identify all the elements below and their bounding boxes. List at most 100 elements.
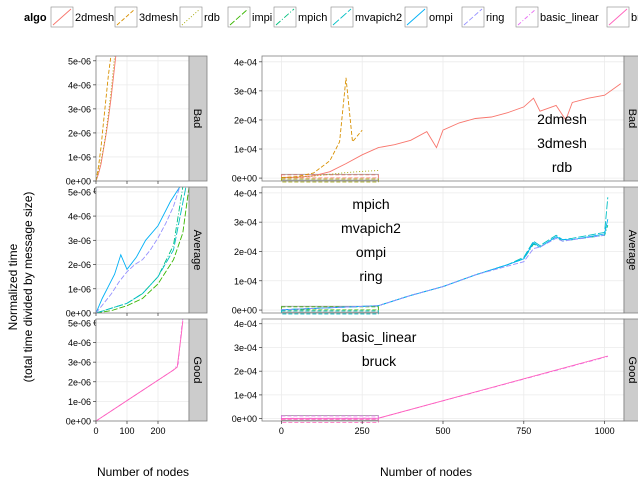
x-tick-label: 0 (279, 426, 284, 436)
legend-label: mvapich2 (355, 12, 402, 24)
legend-item-ompi: ompi (404, 6, 453, 28)
legend-key-line (116, 8, 136, 26)
y-tick-label: 3e-06 (68, 104, 91, 114)
series-line-impi (96, 187, 189, 313)
legend-key-line (229, 8, 249, 26)
panel-background (96, 319, 189, 421)
x-tick-label: 0 (93, 426, 98, 436)
y-tick-label: 4e-04 (234, 188, 257, 198)
y-tick-label: 2e-04 (234, 115, 257, 125)
legend-item-2dmesh: 2dmesh (50, 6, 114, 28)
panel-left-average: 0e+001e-062e-063e-064e-065e-060100200Ave… (66, 186, 208, 328)
y-tick-label: 1e-04 (234, 276, 257, 286)
facet-strip (188, 186, 208, 314)
annotation-label: basic_linear (342, 329, 417, 345)
axis-titles: Normalized time (total time divided by m… (6, 192, 472, 479)
legend-label: bruck (631, 12, 638, 24)
y-tick-label: 1e-06 (68, 152, 91, 162)
series-line-ring (281, 234, 605, 311)
x-tick-label: 200 (150, 426, 165, 436)
y-tick-label: 2e-04 (234, 367, 257, 377)
y-tick-label: 2e-06 (68, 377, 91, 387)
series-line-2dmesh (96, 56, 117, 181)
annotation-label: 2dmesh (537, 111, 587, 127)
annotation-label: 3dmesh (537, 135, 587, 151)
legend-label: ring (486, 12, 504, 24)
series-line-ring (96, 187, 181, 313)
facet-strip-label: Bad (626, 109, 638, 129)
y-tick-label: 0e+00 (232, 414, 257, 424)
legend-item-mpich: mpich (273, 6, 327, 28)
facet-strip (188, 318, 208, 422)
series-line-rdb (96, 56, 116, 181)
y-tick-label: 3e-04 (234, 86, 257, 96)
zoom-region-band (280, 310, 379, 315)
series-line-3dmesh (96, 56, 112, 181)
zoom-region-band (280, 174, 379, 179)
y-tick-label: 4e-04 (234, 57, 257, 67)
y-tick-label: 1e-04 (234, 145, 257, 155)
annotation-label: rdb (552, 159, 572, 175)
facet-strip-label: Good (626, 357, 638, 384)
y-tick-label: 2e-06 (68, 260, 91, 270)
legend-key-line (181, 8, 201, 26)
legend-label: 3dmesh (139, 12, 178, 24)
legend-item-mvapich2: mvapich2 (330, 6, 402, 28)
panel-background (96, 56, 189, 181)
legend-key-line (406, 8, 426, 26)
legend-label: basic_linear (540, 12, 599, 24)
y-tick-label: 1e-04 (234, 390, 257, 400)
y-tick-label: 5e-06 (68, 56, 91, 66)
facet-strip (623, 55, 638, 182)
annotation-label: ring (359, 268, 382, 284)
facet-strip-label: Bad (191, 109, 203, 129)
zoom-region-band (280, 178, 379, 183)
y-tick-label: 1e-06 (68, 397, 91, 407)
y-tick-label: 0e+00 (66, 177, 91, 187)
legend-key-line (332, 8, 352, 26)
y-tick-label: 3e-06 (68, 358, 91, 368)
legend-item-basic-linear: basic_linear (515, 6, 599, 28)
legend-item-rdb: rdb (179, 6, 220, 28)
panel-right-good: 0e+00 1e-04 2e-04 3e-04 4e-04 0 250 500 750 1000 G… (232, 318, 638, 436)
legend-item-impi: impi (227, 6, 272, 28)
legend: algo 2dmesh 3dmesh rdb impi mpich mvapich2 omp… (24, 6, 638, 28)
y-tick-label: 4e-06 (68, 338, 91, 348)
y-tick-label: 5e-06 (68, 318, 91, 328)
y-tick-label: 2e-06 (68, 128, 91, 138)
x-tick-label: 1000 (595, 426, 615, 436)
series-line-rdb (281, 170, 379, 179)
facet-panels: 0e+00 1e-06 2e-06 3e-06 4e-06 5e-06 0 100 200 Bad… (66, 55, 638, 436)
legend-key-line (463, 8, 483, 26)
y-tick-label: 0e+00 (232, 306, 257, 316)
series-line-bruck (96, 320, 184, 421)
legend-key-line (608, 8, 628, 26)
series-line-2dmesh (281, 83, 622, 178)
panel-right-bad: 0e+00 1e-04 2e-04 3e-04 4e-04 Bad 2dmesh 3dmesh… (232, 55, 638, 184)
x-tick-label: 750 (516, 426, 531, 436)
facet-strip-label: Average (626, 230, 638, 271)
legend-label: mpich (298, 12, 327, 24)
facet-strip-label: Average (191, 230, 203, 271)
facet-strip-label: Good (191, 357, 203, 384)
x-tick-label: 250 (355, 426, 370, 436)
y-tick-label: 3e-04 (234, 218, 257, 228)
panel-left-good: 0e+00 1e-06 2e-06 3e-06 4e-06 5e-06 0 100 200 Goo… (66, 318, 208, 436)
y-tick-label: 5e-06 (68, 187, 91, 197)
facet-strip (623, 186, 638, 314)
annotation-label: mpich (352, 196, 389, 212)
legend-item-bruck: bruck (606, 6, 638, 28)
legend-label: rdb (204, 12, 220, 24)
y-tick-label: 4e-06 (68, 80, 91, 90)
panel-right-average: 0e+00 1e-04 2e-04 3e-04 4e-04 Average mpich mva… (232, 186, 638, 316)
x-tick-label: 500 (435, 426, 450, 436)
legend-key-line (517, 8, 537, 26)
y-tick-label: 2e-04 (234, 247, 257, 257)
zoom-region-band (280, 306, 379, 311)
y-tick-label: 3e-06 (68, 236, 91, 246)
series-line-mvapich2 (96, 187, 187, 313)
x-axis-title-left: Number of nodes (97, 465, 189, 479)
